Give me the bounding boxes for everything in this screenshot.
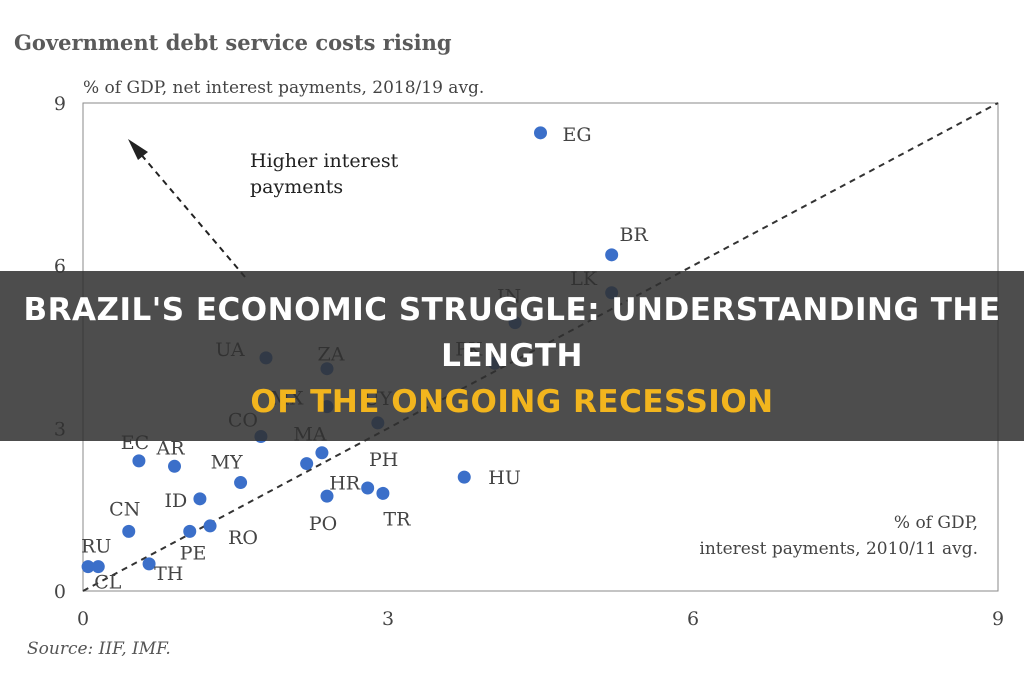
point-label-ph: PH <box>369 449 398 471</box>
annotation-line-1: Higher interest <box>250 150 399 172</box>
point-label-ru: RU <box>81 536 111 558</box>
data-point-my <box>234 476 248 490</box>
data-point-eg <box>534 126 547 140</box>
y-axis-title: % of GDP, net interest payments, 2018/19… <box>83 78 484 98</box>
data-point-ar <box>168 459 181 473</box>
x-tick-label: 3 <box>382 608 394 630</box>
annotation-line-2: payments <box>250 176 343 198</box>
data-point-ru <box>81 560 95 574</box>
data-point-th <box>142 557 156 571</box>
headline: BRAZIL'S ECONOMIC STRUGGLE: UNDERSTANDIN… <box>0 271 1024 441</box>
annotation-arrowhead-icon <box>128 139 148 160</box>
data-point-cl <box>91 560 105 574</box>
point-label-ro: RO <box>228 527 258 549</box>
point-label-pe: PE <box>180 542 207 564</box>
data-point-ph <box>361 481 375 495</box>
x-axis-title-line-2: interest payments, 2010/11 avg. <box>699 539 978 559</box>
data-point-br <box>605 248 619 262</box>
chart-title: Government debt service costs rising <box>14 30 452 55</box>
x-tick-label: 9 <box>992 608 1004 630</box>
annotation-arrow-line <box>132 144 246 278</box>
y-tick-label: 0 <box>54 581 66 603</box>
point-label-hu: HU <box>488 467 521 489</box>
point-label-id: ID <box>165 490 188 512</box>
point-label-hr: HR <box>329 473 361 495</box>
point-label-my: MY <box>211 452 243 474</box>
data-point-pe <box>183 524 197 538</box>
x-axis-title-line-1: % of GDP, <box>894 513 978 533</box>
source-note: Source: IIF, IMF. <box>27 639 171 659</box>
data-point-ec <box>132 454 146 468</box>
y-tick-label: 9 <box>54 93 66 115</box>
point-label-eg: EG <box>563 124 592 146</box>
x-tick-label: 0 <box>77 608 89 630</box>
data-point-hr <box>300 457 314 471</box>
headline-line-2: OF THE ONGOING RECESSION <box>250 384 774 420</box>
data-point-tr <box>376 486 390 500</box>
point-label-cn: CN <box>109 498 140 520</box>
point-label-cl: CL <box>94 572 122 594</box>
point-label-po: PO <box>309 513 337 535</box>
higher-interest-annotation: Higher interest payments <box>128 139 399 278</box>
data-point-id <box>193 492 207 506</box>
data-point-ro <box>203 519 217 533</box>
point-label-ar: AR <box>155 437 185 459</box>
data-point-cn <box>122 524 136 538</box>
headline-line-1: BRAZIL'S ECONOMIC STRUGGLE: UNDERSTANDIN… <box>23 292 1001 374</box>
point-label-th: TH <box>154 563 183 585</box>
headline-banner: BRAZIL'S ECONOMIC STRUGGLE: UNDERSTANDIN… <box>0 271 1024 441</box>
x-tick-label: 6 <box>687 608 699 630</box>
point-label-tr: TR <box>383 508 411 530</box>
point-label-br: BR <box>620 224 649 246</box>
data-point-ma <box>315 446 329 460</box>
data-point-po <box>320 489 334 503</box>
data-point-hu <box>457 470 471 484</box>
